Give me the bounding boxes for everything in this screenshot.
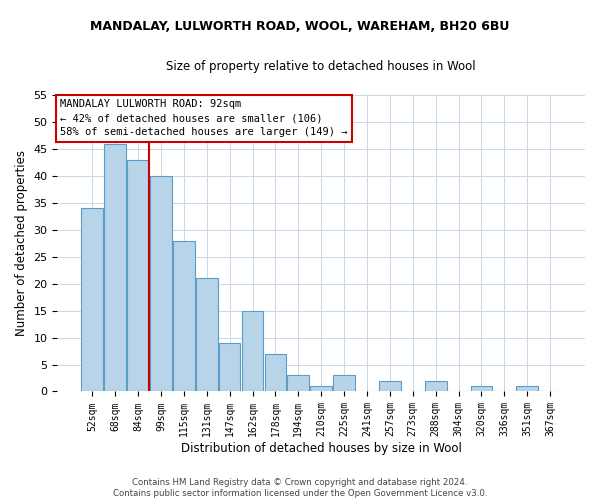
- Bar: [82, 208, 103, 392]
- Bar: [379, 380, 401, 392]
- Bar: [127, 160, 149, 392]
- Bar: [219, 343, 241, 392]
- Text: Contains HM Land Registry data © Crown copyright and database right 2024.
Contai: Contains HM Land Registry data © Crown c…: [113, 478, 487, 498]
- Bar: [173, 240, 195, 392]
- Text: MANDALAY, LULWORTH ROAD, WOOL, WAREHAM, BH20 6BU: MANDALAY, LULWORTH ROAD, WOOL, WAREHAM, …: [91, 20, 509, 33]
- Bar: [310, 386, 332, 392]
- Bar: [242, 310, 263, 392]
- Bar: [517, 386, 538, 392]
- Bar: [425, 380, 446, 392]
- Bar: [287, 376, 309, 392]
- X-axis label: Distribution of detached houses by size in Wool: Distribution of detached houses by size …: [181, 442, 461, 455]
- Title: Size of property relative to detached houses in Wool: Size of property relative to detached ho…: [166, 60, 476, 73]
- Bar: [104, 144, 126, 392]
- Bar: [150, 176, 172, 392]
- Bar: [470, 386, 493, 392]
- Bar: [333, 376, 355, 392]
- Bar: [196, 278, 218, 392]
- Bar: [265, 354, 286, 392]
- Text: MANDALAY LULWORTH ROAD: 92sqm
← 42% of detached houses are smaller (106)
58% of : MANDALAY LULWORTH ROAD: 92sqm ← 42% of d…: [60, 100, 347, 138]
- Y-axis label: Number of detached properties: Number of detached properties: [15, 150, 28, 336]
